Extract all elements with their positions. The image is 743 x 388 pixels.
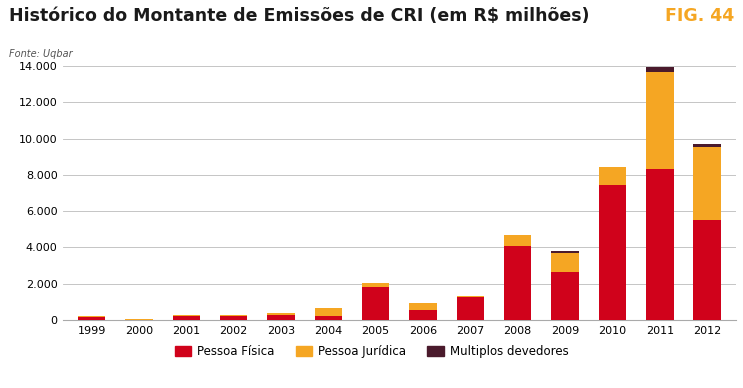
Bar [362,283,389,286]
Bar [220,315,247,317]
Bar [693,144,721,147]
Bar [457,296,484,298]
Bar [172,316,200,320]
Bar [78,317,106,320]
Text: FIG. 44: FIG. 44 [665,7,734,25]
Bar [693,147,721,220]
Bar [267,313,295,315]
Bar [220,317,247,320]
Bar [693,220,721,320]
Bar [314,317,342,320]
Bar [172,315,200,316]
Bar [78,316,106,317]
Legend: Pessoa Física, Pessoa Jurídica, Multiplos devedores: Pessoa Física, Pessoa Jurídica, Multiplo… [170,341,573,363]
Bar [267,315,295,320]
Bar [362,286,389,320]
Text: Histórico do Montante de Emissões de CRI (em R$ milhões): Histórico do Montante de Emissões de CRI… [9,7,589,25]
Bar [314,308,342,317]
Bar [551,251,579,253]
Bar [646,72,674,170]
Text: Fonte: Uqbar: Fonte: Uqbar [9,49,73,59]
Bar [457,298,484,320]
Bar [504,235,531,246]
Bar [409,310,437,320]
Bar [599,167,626,185]
Bar [504,246,531,320]
Bar [646,67,674,72]
Bar [646,170,674,320]
Bar [551,253,579,272]
Bar [409,303,437,310]
Bar [599,185,626,320]
Bar [551,272,579,320]
